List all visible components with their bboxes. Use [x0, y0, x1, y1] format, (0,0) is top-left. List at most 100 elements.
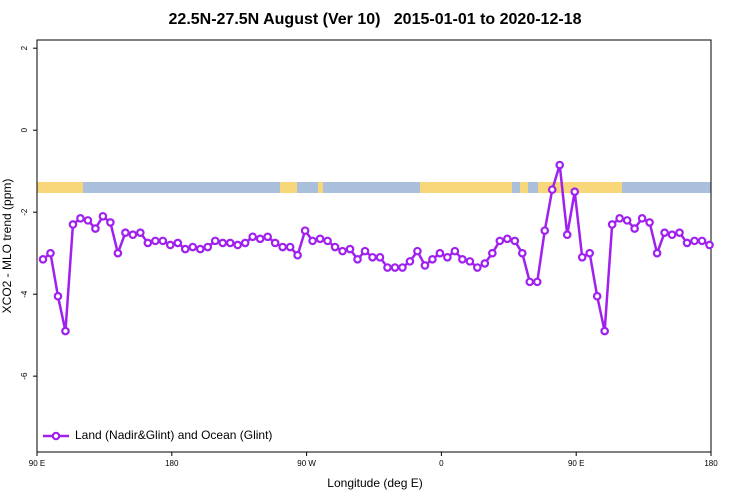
point	[195, 244, 205, 254]
point	[368, 252, 377, 262]
land-band	[538, 182, 622, 193]
point	[383, 263, 392, 272]
point	[46, 248, 55, 258]
x-tick-label: 0	[439, 459, 444, 468]
point	[428, 255, 437, 264]
x-axis-label: Longitude (deg E)	[327, 476, 422, 490]
point	[345, 244, 355, 254]
point	[562, 230, 572, 240]
point	[682, 238, 692, 248]
point	[600, 326, 609, 336]
point	[495, 236, 505, 246]
y-tick-label: -2	[20, 208, 29, 216]
point	[180, 244, 190, 254]
point	[113, 248, 123, 258]
point	[398, 263, 407, 272]
point	[263, 232, 272, 242]
point	[420, 261, 430, 270]
y-tick-label: -6	[20, 372, 29, 380]
point	[405, 257, 415, 266]
x-tick-label: 90 W	[297, 459, 316, 468]
point	[68, 220, 78, 229]
land-band	[37, 182, 83, 193]
point	[592, 291, 602, 301]
point	[61, 326, 70, 336]
x-tick-label: 180	[165, 459, 179, 468]
point	[532, 277, 542, 287]
point	[158, 236, 168, 246]
point	[188, 242, 198, 252]
point	[547, 185, 557, 194]
point	[270, 238, 280, 248]
point	[323, 236, 332, 246]
point	[106, 218, 115, 227]
land-band	[280, 182, 297, 193]
point	[570, 187, 580, 196]
point	[76, 214, 85, 223]
point	[413, 246, 422, 256]
point	[458, 255, 467, 264]
point	[607, 220, 617, 229]
point	[503, 234, 512, 244]
point	[645, 218, 654, 227]
point	[151, 236, 160, 246]
point	[465, 257, 475, 266]
legend-marker	[51, 431, 61, 441]
point	[225, 238, 235, 248]
point	[450, 246, 460, 256]
point	[630, 224, 639, 233]
point	[652, 248, 662, 258]
point	[300, 226, 310, 235]
point	[517, 248, 527, 258]
point	[697, 236, 707, 246]
point	[173, 238, 183, 248]
point	[705, 240, 714, 250]
point	[360, 246, 370, 256]
ocean-band	[37, 182, 711, 193]
legend-label: Land (Nadir&Glint) and Ocean (Glint)	[75, 428, 272, 442]
point	[473, 263, 482, 272]
y-tick-label: -4	[20, 290, 29, 298]
point	[278, 242, 287, 252]
point	[98, 211, 108, 221]
point	[285, 242, 295, 252]
point	[488, 248, 497, 258]
point	[675, 228, 684, 237]
point	[577, 252, 587, 262]
point	[83, 216, 93, 225]
point	[248, 232, 257, 242]
point	[203, 242, 213, 252]
point	[435, 248, 445, 258]
point	[308, 236, 317, 246]
point	[315, 234, 325, 244]
point	[660, 228, 669, 237]
point	[240, 238, 250, 248]
point	[510, 236, 520, 246]
point	[136, 228, 145, 237]
point	[128, 230, 138, 240]
land-ocean-strip	[37, 182, 711, 193]
point	[480, 259, 490, 268]
point	[555, 160, 565, 170]
point	[91, 224, 100, 233]
x-tick-label: 180	[704, 459, 718, 468]
point	[338, 246, 347, 256]
y-axis-label: XCO2 - MLO trend (ppm)	[0, 179, 14, 314]
point	[166, 240, 175, 250]
point	[622, 216, 632, 225]
point	[615, 214, 624, 223]
point	[525, 277, 535, 287]
point	[255, 234, 265, 244]
point	[637, 214, 647, 223]
point	[38, 255, 48, 264]
point	[667, 230, 677, 240]
point	[53, 291, 63, 301]
x-tick-label: 90 E	[29, 459, 45, 468]
point	[143, 238, 153, 248]
point	[390, 263, 400, 272]
point	[353, 255, 362, 264]
point	[585, 248, 594, 258]
point	[121, 228, 130, 237]
y-tick-label: 0	[20, 127, 29, 132]
